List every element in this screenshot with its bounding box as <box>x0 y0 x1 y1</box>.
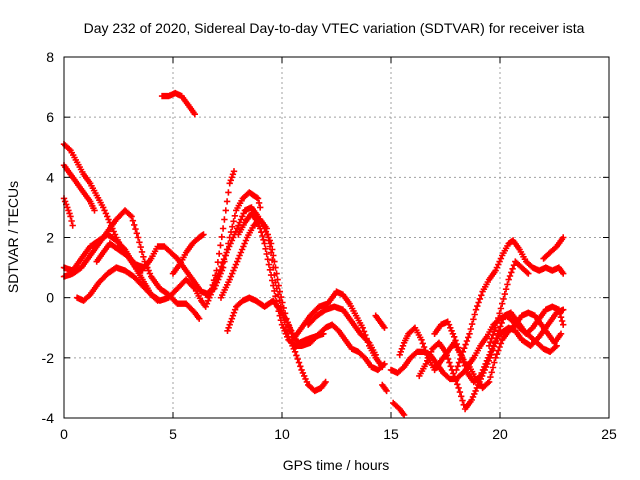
series-markers <box>485 258 532 349</box>
series-markers <box>390 399 408 419</box>
data-series-s19 <box>379 381 390 395</box>
series-markers <box>453 237 567 374</box>
y-tick-label: -4 <box>42 410 55 426</box>
data-series-s3 <box>60 195 76 229</box>
series-markers <box>379 381 390 395</box>
series-markers <box>540 234 567 262</box>
x-tick-label: 25 <box>601 426 617 442</box>
data-series-s15 <box>235 210 388 374</box>
y-tick-label: 8 <box>46 49 54 65</box>
series-markers <box>174 168 238 298</box>
data-series-s17 <box>305 303 379 358</box>
data-series-s10 <box>174 168 238 298</box>
x-tick-label: 5 <box>169 426 177 442</box>
data-series-s18 <box>372 312 388 331</box>
series-markers <box>73 264 161 304</box>
series-markers <box>60 195 76 229</box>
x-tick-label: 0 <box>60 426 68 442</box>
data-series-s6 <box>73 264 161 304</box>
axis-ticks: 0 5 10 15 20 25 -4 -2 0 2 4 6 8 <box>42 49 617 442</box>
series-markers <box>93 240 181 271</box>
data-series-s20 <box>390 399 408 419</box>
series-markers <box>158 89 198 118</box>
x-axis-label: GPS time / hours <box>283 457 390 473</box>
data-series-layer <box>60 89 567 419</box>
x-tick-label: 10 <box>274 426 290 442</box>
series-markers <box>305 303 379 358</box>
y-tick-label: -2 <box>42 350 55 366</box>
data-series-s8 <box>158 89 198 118</box>
grid <box>64 57 609 418</box>
data-series-s26 <box>485 258 532 349</box>
x-tick-label: 20 <box>492 426 508 442</box>
series-markers <box>372 312 388 331</box>
y-tick-label: 4 <box>46 169 54 185</box>
data-series-s27 <box>540 234 567 262</box>
y-tick-label: 0 <box>46 290 54 306</box>
y-tick-label: 6 <box>46 109 54 125</box>
series-markers <box>235 210 388 374</box>
chart-title: Day 232 of 2020, Sidereal Day-to-day VTE… <box>84 20 585 36</box>
data-series-s7 <box>93 240 181 271</box>
y-tick-label: 2 <box>46 230 54 246</box>
x-tick-label: 15 <box>383 426 399 442</box>
y-axis-label: SDTVAR / TECUs <box>5 181 21 293</box>
data-series-s25 <box>453 237 567 374</box>
